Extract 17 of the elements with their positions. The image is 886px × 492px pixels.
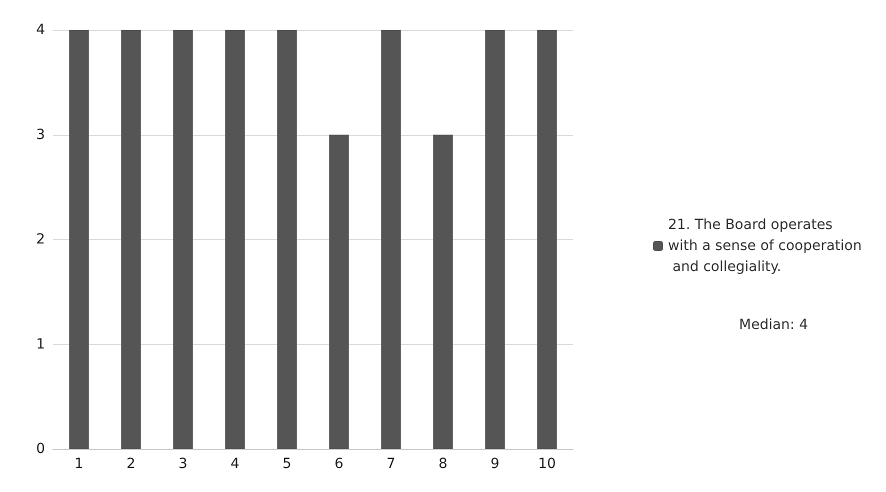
y-tick-label: 4 bbox=[36, 22, 46, 38]
x-tick-label: 8 bbox=[438, 456, 448, 472]
y-tick-label: 1 bbox=[36, 336, 45, 352]
text: Median: 4 bbox=[739, 317, 808, 333]
y-tick-label: 3 bbox=[36, 126, 45, 143]
x-tick-label: 3 bbox=[178, 456, 188, 472]
x-tick-label: 10 bbox=[538, 456, 556, 472]
x-tick-label: 7 bbox=[386, 456, 396, 472]
x-tick-label: 9 bbox=[490, 456, 500, 472]
x-tick-label: 2 bbox=[126, 456, 136, 472]
x-tick-label: 4 bbox=[230, 456, 240, 472]
y-tick-label: 0 bbox=[36, 441, 45, 457]
x-tick-label: 6 bbox=[334, 456, 344, 472]
legend-label: 21. The Board operates with a sense of cooperation and collegiality. bbox=[668, 217, 862, 275]
x-tick-label: 1 bbox=[74, 456, 84, 472]
y-tick-label: 2 bbox=[36, 232, 45, 248]
x-tick-label: 5 bbox=[282, 456, 292, 472]
